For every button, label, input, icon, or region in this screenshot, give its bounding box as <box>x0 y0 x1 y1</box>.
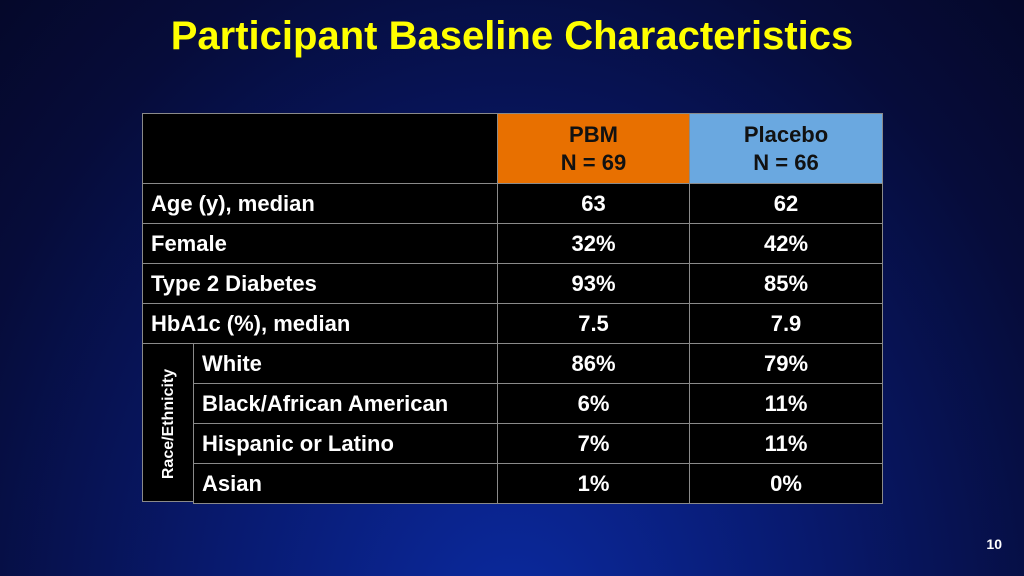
value-cell: 32% <box>497 223 690 264</box>
row-label: White <box>193 343 498 384</box>
column-n: N = 66 <box>753 149 819 175</box>
column-name: PBM <box>569 121 618 147</box>
value-cell: 85% <box>689 263 883 304</box>
row-label: Hispanic or Latino <box>193 423 498 464</box>
value-cell: 1% <box>497 463 690 504</box>
group-cell: Race/Ethnicity <box>142 343 194 502</box>
column-header: Placebo N = 66 <box>689 113 883 184</box>
row-label: Type 2 Diabetes <box>142 263 498 304</box>
value-cell: 86% <box>497 343 690 384</box>
value-cell: 79% <box>689 343 883 384</box>
value-cell: 93% <box>497 263 690 304</box>
value-cell: 7% <box>497 423 690 464</box>
row-label: Asian <box>193 463 498 504</box>
slide-title: Participant Baseline Characteristics <box>170 14 854 58</box>
value-cell: 7.9 <box>689 303 883 344</box>
value-cell: 7.5 <box>497 303 690 344</box>
column-header: PBM N = 69 <box>497 113 690 184</box>
column-n: N = 69 <box>560 149 627 175</box>
value-cell: 42% <box>689 223 883 264</box>
column-name: Placebo <box>743 121 829 147</box>
header-blank <box>142 113 498 184</box>
page-number: 10 <box>986 536 1002 552</box>
value-cell: 11% <box>689 383 883 424</box>
value-cell: 6% <box>497 383 690 424</box>
value-cell: 11% <box>689 423 883 464</box>
value-cell: 0% <box>689 463 883 504</box>
row-label: Age (y), median <box>142 183 498 224</box>
value-cell: 63 <box>497 183 690 224</box>
value-cell: 62 <box>689 183 883 224</box>
row-label: HbA1c (%), median <box>142 303 498 344</box>
row-label: Black/African American <box>193 383 498 424</box>
group-label: Race/Ethnicity <box>160 368 177 480</box>
row-label: Female <box>142 223 498 264</box>
